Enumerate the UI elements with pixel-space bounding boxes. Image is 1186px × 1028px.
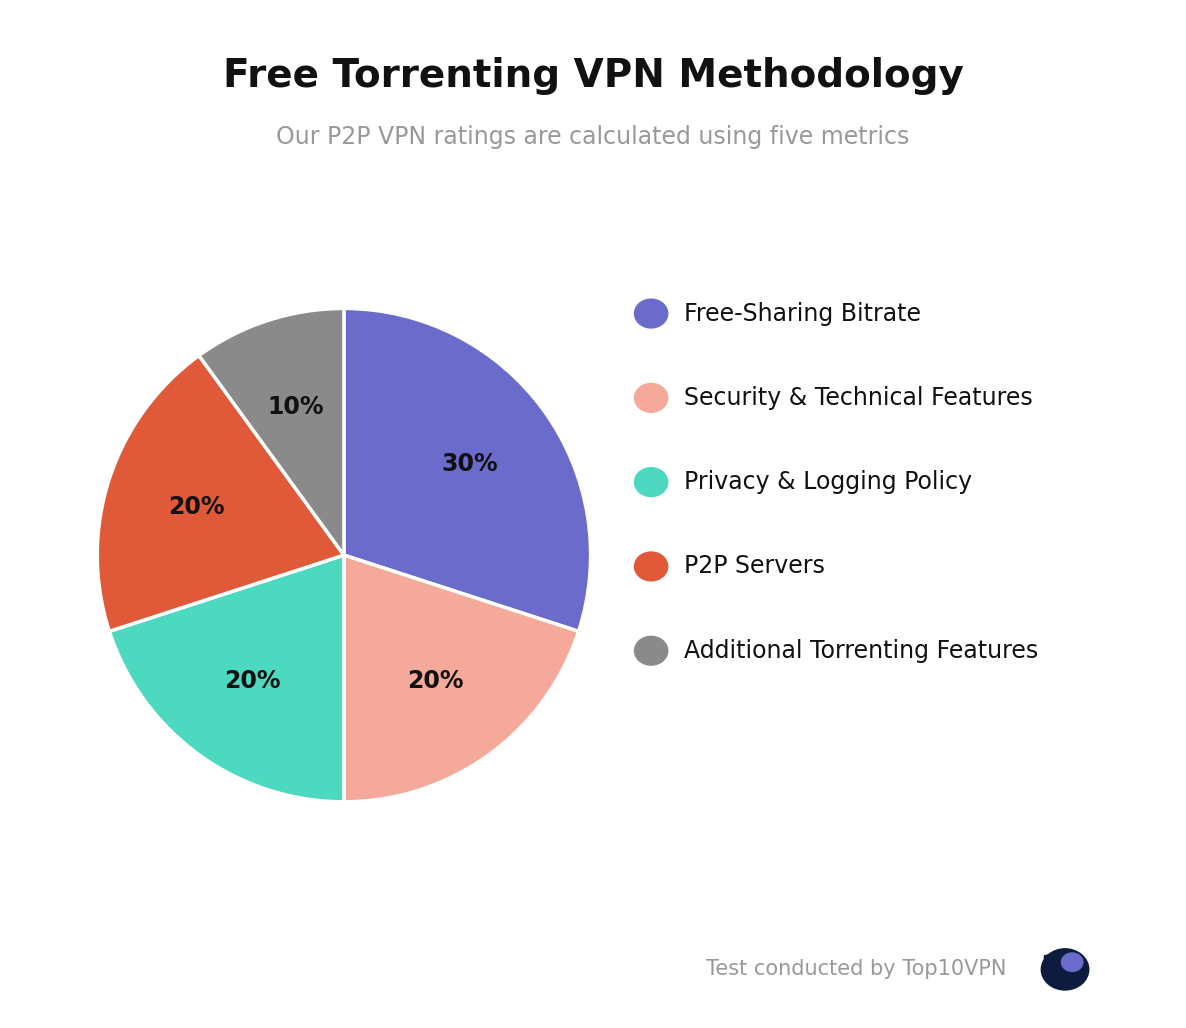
- Wedge shape: [97, 356, 344, 631]
- Wedge shape: [199, 308, 344, 555]
- Text: 30%: 30%: [441, 451, 498, 476]
- Text: 20%: 20%: [168, 495, 224, 519]
- Text: 20%: 20%: [407, 669, 464, 693]
- Wedge shape: [344, 555, 579, 802]
- Text: Free Torrenting VPN Methodology: Free Torrenting VPN Methodology: [223, 57, 963, 95]
- Text: Security & Technical Features: Security & Technical Features: [684, 386, 1033, 410]
- Text: Additional Torrenting Features: Additional Torrenting Features: [684, 638, 1039, 663]
- Text: P2P Servers: P2P Servers: [684, 554, 825, 579]
- Wedge shape: [344, 308, 591, 631]
- Text: 20%: 20%: [224, 669, 281, 693]
- Wedge shape: [109, 555, 344, 802]
- Text: Test conducted by Top10VPN: Test conducted by Top10VPN: [706, 959, 1006, 980]
- Text: Free-Sharing Bitrate: Free-Sharing Bitrate: [684, 301, 922, 326]
- Text: 10%: 10%: [268, 396, 324, 419]
- Text: Our P2P VPN ratings are calculated using five metrics: Our P2P VPN ratings are calculated using…: [276, 125, 910, 149]
- Text: Privacy & Logging Policy: Privacy & Logging Policy: [684, 470, 973, 494]
- Text: 1: 1: [1039, 953, 1061, 986]
